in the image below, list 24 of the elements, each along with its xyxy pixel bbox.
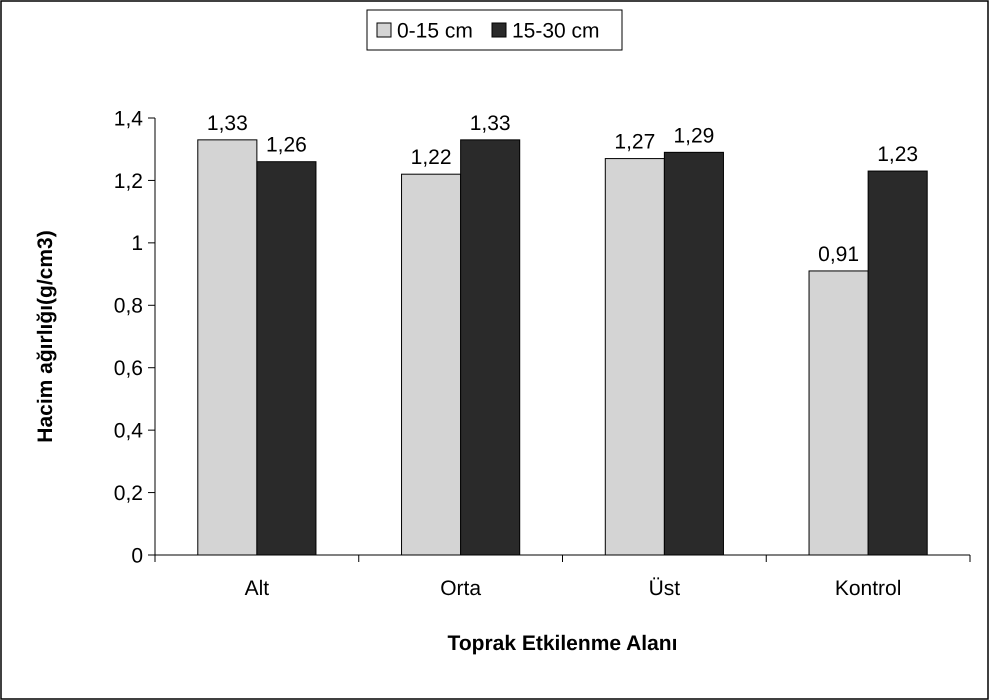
x-tick-label: Alt <box>244 577 270 600</box>
legend-label: 15-30 cm <box>512 19 600 42</box>
data-label: 1,22 <box>410 146 452 170</box>
y-axis-title: Hacim ağırlığı(g/cm3) <box>34 230 57 443</box>
x-tick-label: Orta <box>440 577 482 600</box>
x-tick-label: Üst <box>648 577 680 600</box>
data-label: 1,33 <box>206 112 248 135</box>
y-tick-label: 0,6 <box>114 357 143 380</box>
data-label: 1,29 <box>673 124 714 148</box>
legend-label: 0-15 cm <box>397 19 473 42</box>
y-tick-label: 0,4 <box>114 419 144 442</box>
x-axis-title: Toprak Etkilenme Alanı <box>448 632 678 655</box>
y-tick-label: 1,2 <box>114 170 143 193</box>
y-tick-label: 1 <box>131 232 143 256</box>
x-tick-label: Kontrol <box>834 577 902 600</box>
data-label: 1,33 <box>470 112 511 135</box>
y-tick-label: 0,2 <box>114 482 143 505</box>
y-tick-label: 1,4 <box>114 107 144 130</box>
data-label: 1,26 <box>266 134 307 157</box>
data-label: 0,91 <box>818 242 860 266</box>
data-label: 1,23 <box>877 143 918 166</box>
y-tick-label: 0,8 <box>114 294 143 318</box>
y-tick-label: 0 <box>131 544 143 568</box>
data-label: 1,27 <box>614 130 656 154</box>
